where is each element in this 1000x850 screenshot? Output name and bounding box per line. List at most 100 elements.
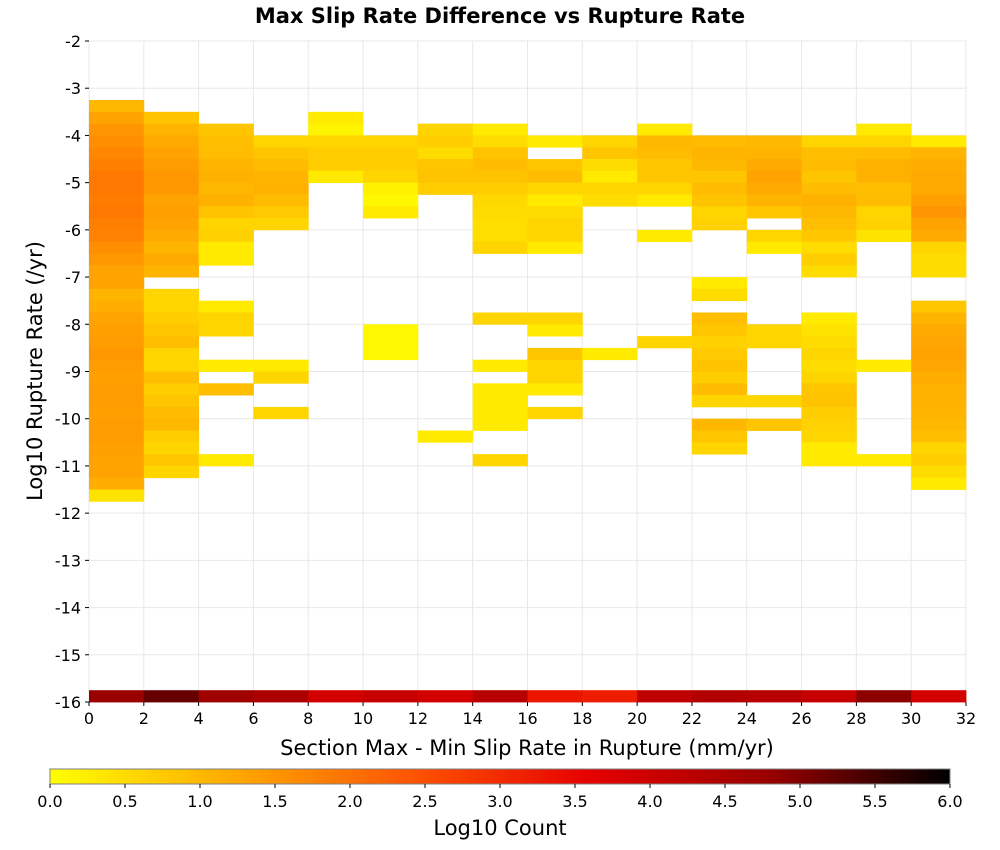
heatmap-cell: [89, 206, 145, 219]
heatmap-cell: [472, 383, 528, 396]
heatmap-cell: [253, 182, 309, 195]
heatmap-cell: [691, 218, 748, 231]
heatmap-cell: [143, 147, 200, 160]
heatmap-cell: [363, 336, 419, 349]
x-tick-label: 30: [901, 709, 921, 728]
heatmap-cell: [527, 135, 583, 148]
heatmap-cell: [691, 147, 748, 160]
heatmap-cell: [527, 359, 583, 372]
heatmap-cell: [253, 406, 309, 420]
heatmap-cell: [417, 690, 474, 703]
heatmap-cell: [363, 206, 419, 219]
heatmap-cell: [582, 182, 638, 195]
x-tick-label: 6: [248, 709, 258, 728]
heatmap-cell: [472, 182, 528, 195]
heatmap-cell: [143, 347, 200, 361]
heatmap-cell: [363, 135, 419, 148]
heatmap-cell: [198, 324, 254, 337]
colorbar-tick-label: 2.0: [337, 792, 362, 811]
heatmap-cell: [143, 454, 200, 467]
heatmap-cell: [143, 265, 200, 278]
heatmap-cell: [308, 159, 364, 172]
heatmap-cell: [143, 336, 200, 349]
heatmap-cell: [417, 135, 474, 148]
heatmap-cell: [143, 159, 200, 172]
heatmap-cell: [143, 324, 200, 337]
heatmap-cell: [637, 159, 693, 172]
heatmap-cell: [911, 418, 967, 431]
heatmap-cell: [89, 690, 145, 703]
heatmap-cells: [89, 100, 967, 703]
y-tick-label: -5: [65, 174, 81, 193]
heatmap-cell: [198, 454, 254, 467]
x-axis-ticks: 0 2 4 6 8 10 12 14 16 18 20 22 24 26 28 30 32: [84, 702, 976, 728]
heatmap-cell: [89, 312, 145, 325]
heatmap-cell: [746, 395, 802, 408]
heatmap-cell: [472, 147, 528, 160]
heatmap-cell: [582, 159, 638, 172]
heatmap-cell: [637, 135, 693, 148]
x-tick-label: 14: [463, 709, 483, 728]
heatmap-cell: [198, 383, 254, 396]
heatmap-cell: [363, 347, 419, 361]
heatmap-cell: [89, 489, 145, 502]
heatmap-cell: [527, 218, 583, 231]
heatmap-cell: [801, 395, 857, 408]
heatmap-cell: [472, 241, 528, 254]
heatmap-cell: [637, 194, 693, 207]
heatmap-cell: [801, 406, 857, 420]
heatmap-cell: [472, 135, 528, 148]
heatmap-cell: [801, 218, 857, 231]
heatmap-cell: [691, 194, 748, 207]
heatmap-cell: [472, 170, 528, 184]
heatmap-cell: [856, 147, 912, 160]
heatmap-cell: [472, 454, 528, 467]
heatmap-cell: [801, 359, 857, 372]
heatmap-cell: [89, 430, 145, 443]
heatmap-cell: [801, 324, 857, 337]
heatmap-cell: [143, 229, 200, 243]
heatmap-cell: [143, 312, 200, 325]
x-tick-label: 18: [572, 709, 592, 728]
colorbar-tick-label: 1.5: [262, 792, 287, 811]
heatmap-cell: [691, 324, 748, 337]
heatmap-cell: [801, 182, 857, 195]
heatmap-cell: [527, 324, 583, 337]
heatmap-cell: [911, 359, 967, 372]
heatmap-cell: [527, 241, 583, 254]
heatmap-cell: [856, 159, 912, 172]
heatmap-cell: [363, 324, 419, 337]
heatmap-cell: [746, 418, 802, 431]
heatmap-cell: [308, 690, 364, 703]
heatmap-cell: [253, 690, 309, 703]
heatmap-cell: [143, 123, 200, 136]
heatmap-cell: [856, 359, 912, 372]
heatmap-cell: [911, 312, 967, 325]
heatmap-cell: [691, 359, 748, 372]
y-tick-label: -16: [55, 693, 81, 712]
heatmap-cell: [691, 182, 748, 195]
x-tick-label: 24: [737, 709, 757, 728]
heatmap-cell: [198, 147, 254, 160]
heatmap-cell: [801, 135, 857, 148]
heatmap-cell: [527, 159, 583, 172]
heatmap-cell: [89, 477, 145, 490]
y-axis-label: Log10 Rupture Rate (/yr): [23, 241, 47, 501]
heatmap-cell: [89, 159, 145, 172]
x-tick-label: 20: [627, 709, 647, 728]
heatmap-cell: [89, 123, 145, 136]
colorbar-tick-label: 5.0: [787, 792, 812, 811]
y-tick-label: -14: [55, 599, 81, 618]
heatmap-cell: [637, 182, 693, 195]
heatmap-cell: [637, 229, 693, 243]
x-tick-label: 22: [682, 709, 702, 728]
heatmap-cell: [89, 194, 145, 207]
heatmap-cell: [746, 241, 802, 254]
heatmap-cell: [198, 229, 254, 243]
heatmap-cell: [308, 111, 364, 125]
colorbar-label: Log10 Count: [433, 816, 566, 840]
heatmap-cell: [746, 690, 802, 703]
x-tick-label: 8: [303, 709, 313, 728]
y-tick-label: -15: [55, 646, 81, 665]
